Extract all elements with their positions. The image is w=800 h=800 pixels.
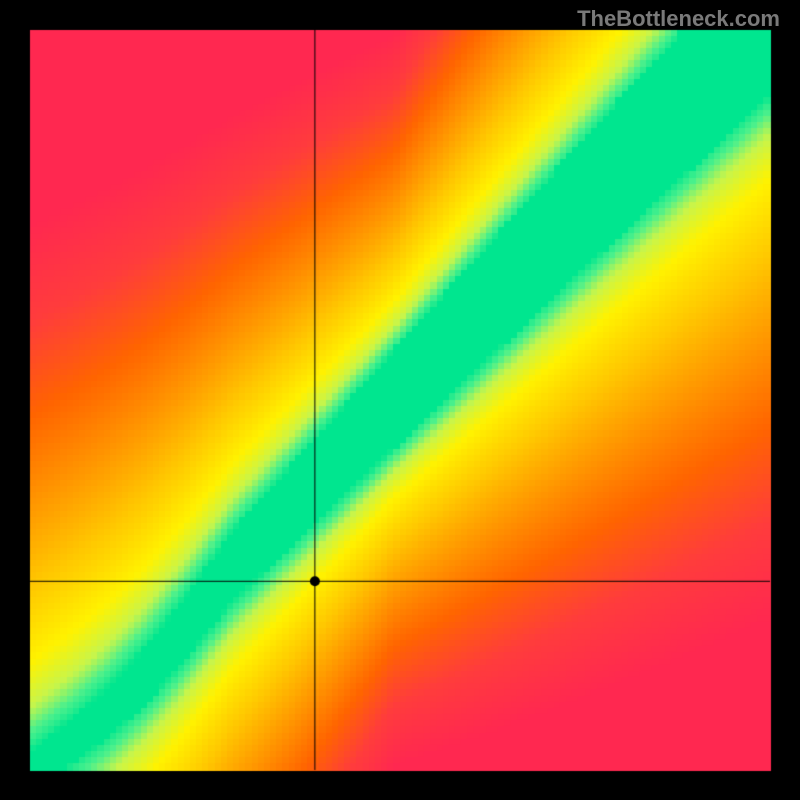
watermark-text: TheBottleneck.com — [577, 6, 780, 32]
chart-container: TheBottleneck.com — [0, 0, 800, 800]
bottleneck-heatmap — [0, 0, 800, 800]
